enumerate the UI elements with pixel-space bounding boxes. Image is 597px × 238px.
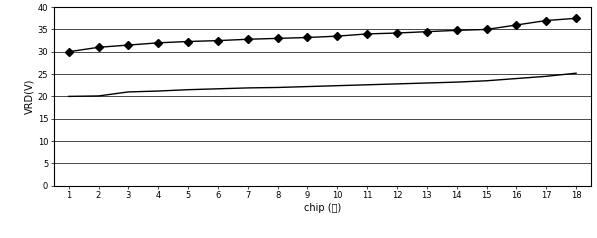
Y-axis label: VRD(V): VRD(V): [24, 79, 35, 114]
X-axis label: chip (片): chip (片): [304, 203, 341, 213]
